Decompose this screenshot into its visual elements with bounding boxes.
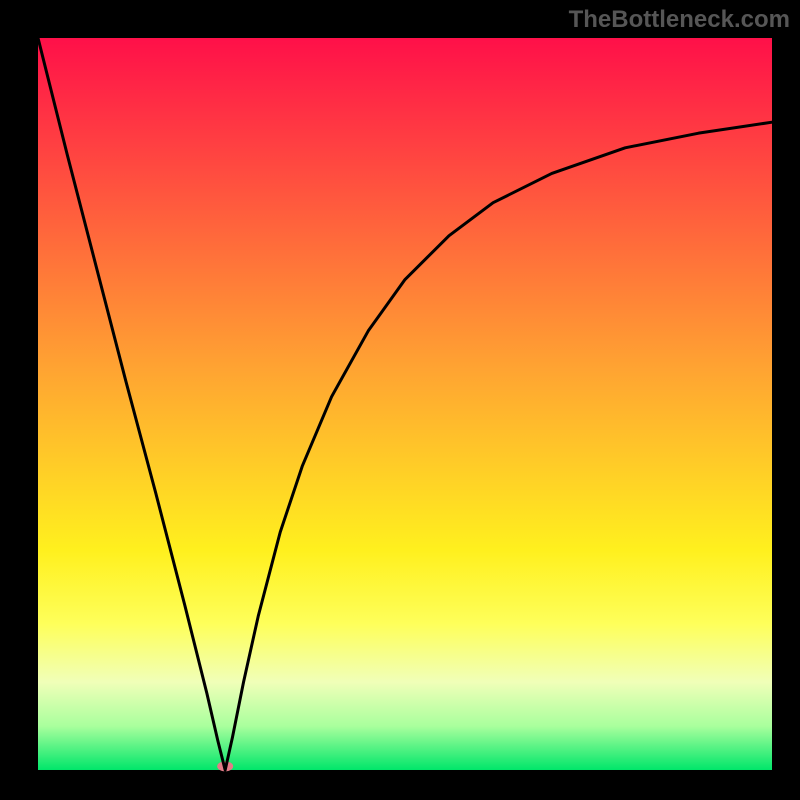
chart-container: { "canvas": { "width": 800, "height": 80… bbox=[0, 0, 800, 800]
watermark-text: TheBottleneck.com bbox=[569, 6, 790, 34]
gradient-background bbox=[38, 38, 772, 770]
bottleneck-chart bbox=[0, 0, 800, 800]
